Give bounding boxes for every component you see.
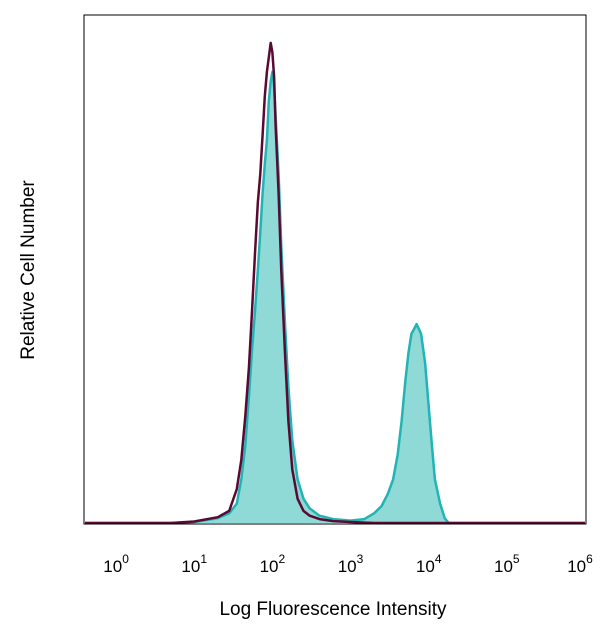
series-layer bbox=[85, 41, 585, 525]
x-tick-label: 102 bbox=[260, 552, 286, 576]
x-tick-label: 100 bbox=[103, 552, 129, 576]
x-tick-label: 103 bbox=[338, 552, 364, 576]
x-axis-title: Log Fluorescence Intensity bbox=[219, 599, 447, 620]
x-tick-label: 101 bbox=[181, 552, 207, 576]
series-1-line bbox=[85, 41, 585, 525]
series-0-area bbox=[85, 71, 585, 524]
x-tick-label: 105 bbox=[494, 552, 520, 576]
plot-frame bbox=[83, 14, 587, 525]
x-tick-label: 106 bbox=[567, 552, 593, 576]
y-axis-title: Relative Cell Number bbox=[18, 180, 39, 360]
series-0-line bbox=[85, 70, 585, 525]
x-tick-label: 104 bbox=[416, 552, 442, 576]
x-tick-labels: 100 101 102 103 104 105 106 bbox=[103, 552, 593, 576]
